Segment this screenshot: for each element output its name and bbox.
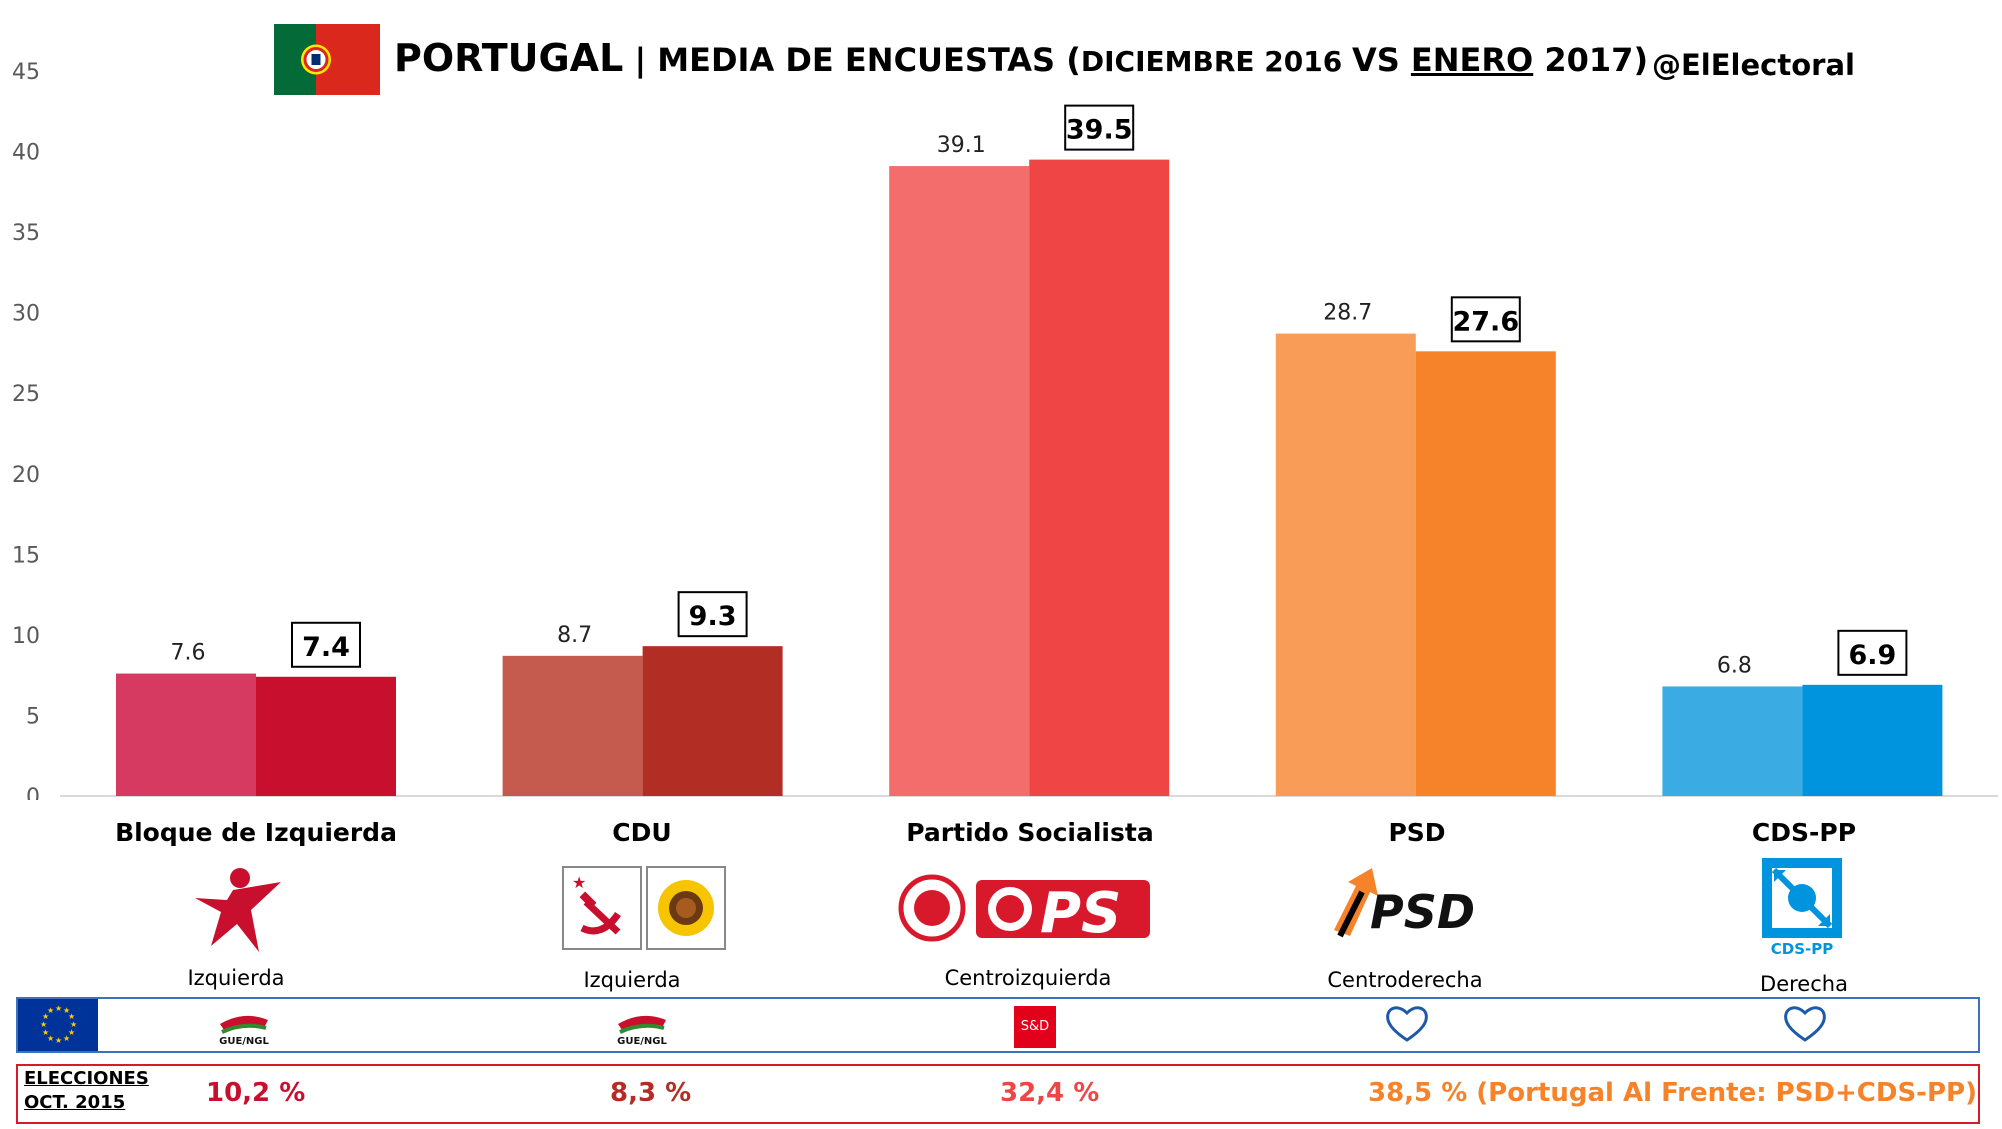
ps-logo-icon: PS bbox=[898, 874, 1150, 942]
title-year: 2017 bbox=[1533, 41, 1634, 79]
elections-bar bbox=[16, 1064, 1980, 1124]
title-main: PORTUGAL bbox=[394, 36, 624, 80]
data-label-box bbox=[291, 621, 361, 668]
y-tick-label: 5 bbox=[26, 704, 40, 729]
title-small: DICIEMBRE 2016 bbox=[1080, 45, 1352, 78]
y-tick-label: 10 bbox=[12, 624, 40, 649]
elections-label-line2: OCT. 2015 bbox=[24, 1092, 126, 1113]
svg-text:★: ★ bbox=[42, 1012, 49, 1021]
sd-logo-icon: S&D bbox=[1014, 1006, 1056, 1048]
sd-logo-text: S&D bbox=[1020, 1019, 1050, 1034]
gue-ngl-logo-icon-bloque: GUE/NGL bbox=[219, 1015, 270, 1046]
election-result-ps: 32,4 % bbox=[1000, 1078, 1100, 1108]
gue-ngl-label-bloque: GUE/NGL bbox=[219, 1036, 269, 1046]
category-label-bloque: Bloque de Izquierda bbox=[115, 818, 397, 847]
y-tick-label: 45 bbox=[12, 60, 40, 85]
bar-prev bbox=[1662, 686, 1803, 796]
title-vs: VS bbox=[1351, 41, 1411, 79]
ideology-ps: Centroizquierda bbox=[944, 966, 1112, 990]
epp-heart-icon-cds bbox=[1784, 1006, 1826, 1042]
data-label-curr: 9.3 bbox=[689, 601, 737, 632]
elections-label: ELECCIONES OCT. 2015 bbox=[24, 1067, 149, 1115]
election-result-bloque: 10,2 % bbox=[206, 1078, 306, 1108]
psd-logo-icon: PSD bbox=[1334, 868, 1475, 939]
ideology-cds: Derecha bbox=[1760, 972, 1848, 996]
gue-ngl-label-cdu: GUE/NGL bbox=[617, 1036, 667, 1046]
y-tick-label: 20 bbox=[12, 463, 40, 488]
data-label-prev: 8.7 bbox=[557, 623, 592, 648]
ideology-psd: Centroderecha bbox=[1327, 968, 1483, 992]
bar-chart: 0 5 10 15 20 25 30 35 40 45 7.6 7.4 8.7 9.3 39.1 39.5 28… bbox=[12, 60, 1998, 800]
elections-label-line1: ELECCIONES bbox=[24, 1068, 149, 1089]
svg-text:★: ★ bbox=[63, 1034, 70, 1043]
bar-curr bbox=[256, 676, 396, 796]
svg-text:★: ★ bbox=[40, 1020, 47, 1029]
cds-logo-icon: CDS-PP bbox=[1762, 858, 1842, 956]
svg-text:★: ★ bbox=[55, 1004, 62, 1013]
cdu-hammer-sickle-sunflower-icon: ★ bbox=[562, 866, 726, 950]
title-sub: MEDIA DE ENCUESTAS bbox=[657, 41, 1067, 79]
election-result-cdu: 8,3 % bbox=[610, 1078, 692, 1108]
svg-text:★: ★ bbox=[47, 1034, 54, 1043]
data-label-prev: 7.6 bbox=[171, 641, 206, 666]
y-tick-label: 0 bbox=[26, 785, 40, 800]
y-tick-label: 30 bbox=[12, 302, 40, 327]
data-label-prev: 6.8 bbox=[1717, 653, 1752, 678]
y-tick-label: 35 bbox=[12, 221, 40, 246]
svg-text:★: ★ bbox=[572, 873, 586, 892]
y-tick-label: 25 bbox=[12, 382, 40, 407]
bar-prev bbox=[889, 166, 1030, 797]
svg-text:★: ★ bbox=[42, 1028, 49, 1037]
epp-heart-icon-psd bbox=[1386, 1006, 1428, 1042]
category-label-cdu: CDU bbox=[612, 818, 672, 847]
data-label-curr: 6.9 bbox=[1848, 640, 1896, 671]
bloque-star-icon bbox=[195, 868, 281, 952]
data-label-prev: 28.7 bbox=[1323, 301, 1372, 326]
psd-logo-text: PSD bbox=[1370, 885, 1475, 939]
svg-text:★: ★ bbox=[68, 1012, 75, 1021]
cds-logo-text: CDS-PP bbox=[1771, 940, 1833, 956]
y-tick-label: 15 bbox=[12, 543, 40, 568]
svg-text:★: ★ bbox=[70, 1020, 77, 1029]
bar-curr bbox=[642, 646, 783, 796]
data-label-curr: 7.4 bbox=[302, 632, 350, 663]
portugal-flag-icon bbox=[274, 24, 380, 95]
title-separator: | bbox=[623, 41, 658, 79]
bar-prev bbox=[1275, 333, 1416, 796]
eu-flag-icon: ★ ★★★ ★★★★ ★★★★ bbox=[18, 999, 98, 1051]
data-label-box bbox=[1064, 104, 1135, 151]
svg-text:★: ★ bbox=[68, 1028, 75, 1037]
title-paren-open: ( bbox=[1066, 41, 1081, 79]
data-label-box bbox=[1837, 629, 1908, 676]
bar-prev bbox=[502, 655, 643, 796]
title-enero: ENERO bbox=[1410, 41, 1534, 79]
data-label-curr: 39.5 bbox=[1066, 115, 1133, 146]
eu-group-bar bbox=[16, 997, 1980, 1053]
ps-logo-text: PS bbox=[1040, 881, 1121, 942]
ideology-cdu: Izquierda bbox=[583, 968, 681, 992]
category-label-ps: Partido Socialista bbox=[906, 818, 1154, 847]
ideology-bloque: Izquierda bbox=[187, 966, 285, 990]
category-label-cds: CDS-PP bbox=[1751, 818, 1857, 847]
bar-curr bbox=[1029, 159, 1170, 797]
bar-prev bbox=[116, 673, 256, 796]
category-label-psd: PSD bbox=[1388, 818, 1446, 847]
title-paren-close: ) bbox=[1633, 41, 1649, 79]
gue-ngl-logo-icon-cdu: GUE/NGL bbox=[617, 1015, 668, 1046]
chart-title: PORTUGAL | MEDIA DE ENCUESTAS (DICIEMBRE… bbox=[394, 36, 1648, 80]
svg-text:★: ★ bbox=[63, 1006, 70, 1015]
data-label-box bbox=[1450, 296, 1521, 343]
bar-curr bbox=[1415, 351, 1556, 796]
svg-text:★: ★ bbox=[47, 1006, 54, 1015]
data-label-prev: 39.1 bbox=[937, 133, 986, 158]
svg-text:★: ★ bbox=[55, 1036, 62, 1045]
y-tick-label: 40 bbox=[12, 141, 40, 166]
data-label-box bbox=[677, 591, 748, 638]
data-label-curr: 27.6 bbox=[1452, 306, 1519, 337]
bar-curr bbox=[1802, 684, 1943, 796]
twitter-handle: @ElElectoral bbox=[1652, 48, 1855, 82]
election-result-psd-cds: 38,5 % (Portugal Al Frente: PSD+CDS-PP) bbox=[1368, 1078, 1977, 1108]
